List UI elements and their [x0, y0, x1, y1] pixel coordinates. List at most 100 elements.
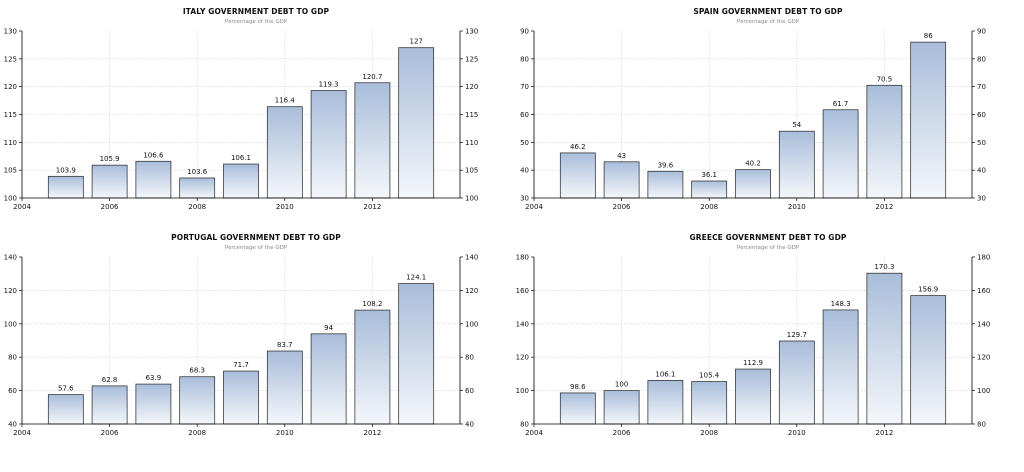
bar: [91, 385, 128, 425]
y-tick-label-right: 120: [977, 354, 990, 362]
bar-value-label: 105.4: [699, 372, 720, 380]
chart-panel-spain: SPAIN GOVERNMENT DEBT TO GDP Percentage …: [512, 0, 1024, 236]
bar-value-label: 106.1: [231, 154, 251, 162]
bar: [822, 309, 859, 425]
bar-value-label: 103.6: [187, 168, 208, 176]
y-tick-label: 125: [4, 55, 17, 63]
y-tick-label: 40: [520, 167, 529, 175]
bar-value-label: 116.4: [275, 97, 296, 105]
bar-value-label: 70.5: [877, 75, 893, 83]
chart-italy-svg: 100 100 105 105 110 110 115 115 120 120 125 125 130 1…: [4, 28, 479, 212]
x-tick-label: 2008: [188, 203, 206, 211]
bar-value-label: 71.7: [233, 361, 249, 369]
bar: [135, 160, 172, 199]
y-tick-label: 50: [520, 139, 529, 147]
bar: [735, 169, 771, 199]
chart-panel-greece: GREECE GOVERNMENT DEBT TO GDP Percentage…: [512, 226, 1024, 462]
y-tick-label-right: 80: [977, 421, 986, 429]
x-tick-label: 2010: [788, 203, 806, 211]
x-tick-label: 2006: [101, 203, 119, 211]
y-tick-label-right: 100: [465, 320, 478, 328]
bar: [223, 370, 259, 425]
bar: [866, 84, 903, 199]
bar-value-label: 124.1: [406, 274, 426, 282]
bar: [223, 163, 259, 199]
y-tick-label: 80: [8, 354, 17, 362]
chart-subtitle: Percentage of the GDP: [736, 245, 800, 251]
bar-value-label: 148.3: [831, 300, 851, 308]
bar: [603, 161, 640, 199]
bar-value-label: 103.9: [56, 166, 76, 174]
x-tick-label: 2004: [525, 429, 543, 437]
bar-value-label: 119.3: [319, 81, 339, 89]
chart-title: GREECE GOVERNMENT DEBT TO GDP: [689, 233, 847, 242]
bar-value-label: 98.6: [570, 383, 586, 391]
bar: [647, 170, 684, 199]
y-tick-label-right: 160: [977, 287, 990, 295]
y-tick-label: 70: [520, 83, 529, 91]
bar: [691, 180, 728, 199]
y-tick-label: 180: [516, 254, 529, 262]
bar-value-label: 120.7: [362, 73, 382, 81]
bar: [310, 333, 347, 425]
y-tick-label: 60: [8, 387, 17, 395]
y-tick-label-right: 130: [465, 28, 478, 36]
bar: [910, 295, 947, 425]
y-tick-label-right: 140: [465, 254, 478, 262]
bar: [559, 152, 596, 199]
y-tick-label-right: 30: [977, 195, 986, 203]
chart-portugal-svg: 40 40 60 60 80 80 100 100 120 120 140 140 2004 2006 20…: [4, 254, 479, 438]
x-tick-label: 2010: [276, 203, 294, 211]
y-tick-label-right: 120: [465, 287, 478, 295]
y-tick-label: 80: [520, 55, 529, 63]
y-tick-label: 130: [4, 28, 17, 36]
bar: [778, 340, 815, 425]
y-tick-label: 120: [516, 354, 529, 362]
x-tick-label: 2008: [700, 429, 718, 437]
bar: [135, 383, 172, 425]
y-tick-label-right: 100: [465, 195, 478, 203]
y-tick-label: 160: [516, 287, 529, 295]
bar: [354, 82, 391, 199]
bar: [559, 392, 596, 425]
y-tick-label-right: 120: [465, 83, 478, 91]
y-tick-label-right: 140: [977, 320, 990, 328]
y-tick-label-right: 105: [465, 167, 478, 175]
y-tick-label-right: 115: [465, 111, 478, 119]
x-tick-label: 2012: [363, 203, 381, 211]
y-tick-label: 110: [4, 139, 17, 147]
chart-title: SPAIN GOVERNMENT DEBT TO GDP: [693, 7, 843, 16]
x-tick-label: 2006: [613, 203, 631, 211]
bar-value-label: 68.3: [189, 367, 205, 375]
bar: [179, 177, 216, 199]
x-tick-label: 2010: [788, 429, 806, 437]
chart-subtitle: Percentage of the GDP: [224, 19, 288, 25]
bar: [179, 376, 216, 425]
bar-value-label: 106.6: [143, 151, 164, 159]
bar-value-label: 129.7: [787, 331, 807, 339]
bar-value-label: 112.9: [743, 359, 763, 367]
x-tick-label: 2004: [13, 429, 31, 437]
y-tick-label-right: 80: [465, 354, 474, 362]
bar-value-label: 54: [792, 121, 801, 129]
bar: [910, 41, 947, 199]
bar-value-label: 106.1: [655, 370, 675, 378]
bar-value-label: 105.9: [100, 155, 120, 163]
bar-value-label: 156.9: [918, 286, 938, 294]
bar-value-label: 86: [924, 32, 933, 40]
bar: [91, 164, 128, 199]
x-tick-label: 2012: [875, 203, 893, 211]
bar: [735, 368, 771, 425]
y-tick-label-right: 40: [465, 421, 474, 429]
x-tick-label: 2004: [525, 203, 543, 211]
x-tick-label: 2004: [13, 203, 31, 211]
bar-value-label: 43: [617, 152, 626, 160]
x-tick-label: 2006: [101, 429, 119, 437]
bar: [266, 106, 303, 199]
y-tick-label: 140: [516, 320, 529, 328]
bar: [778, 130, 815, 199]
x-tick-label: 2008: [188, 429, 206, 437]
bar-value-label: 108.2: [362, 300, 382, 308]
y-tick-label-right: 90: [977, 28, 986, 36]
bar: [603, 390, 640, 425]
